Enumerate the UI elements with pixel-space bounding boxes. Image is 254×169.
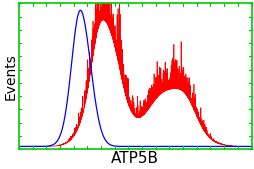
Y-axis label: Events: Events (4, 53, 18, 100)
X-axis label: ATP5B: ATP5B (111, 151, 158, 165)
